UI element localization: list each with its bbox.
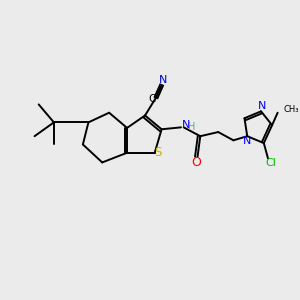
Text: N: N: [159, 75, 167, 85]
Text: N: N: [182, 120, 190, 130]
Text: C: C: [148, 94, 156, 104]
Text: N: N: [257, 101, 266, 111]
Text: N: N: [242, 136, 251, 146]
Text: S: S: [154, 146, 161, 159]
Text: O: O: [191, 156, 201, 169]
Text: Cl: Cl: [265, 158, 276, 168]
Text: H: H: [188, 122, 196, 132]
Text: CH₃: CH₃: [283, 105, 299, 114]
